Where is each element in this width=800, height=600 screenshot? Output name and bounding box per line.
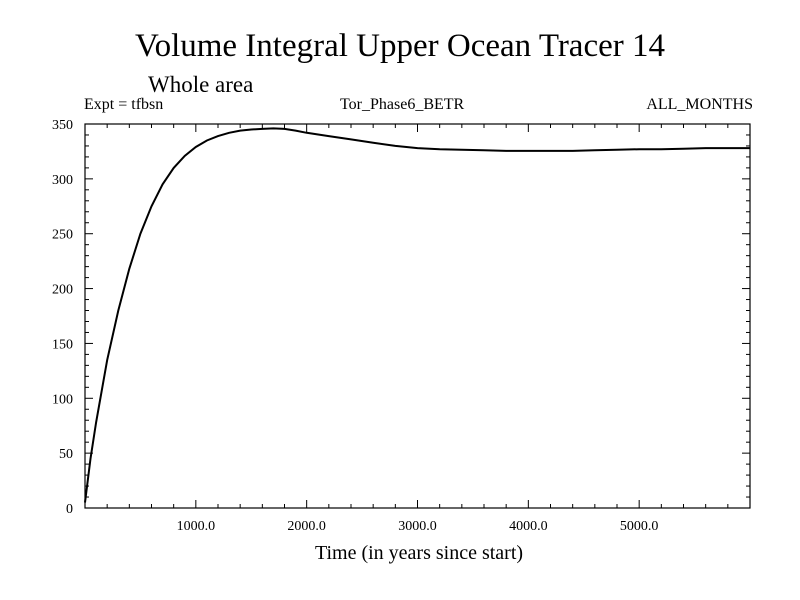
x-tick-label: 3000.0 <box>398 519 437 534</box>
y-tick-label: 150 <box>52 337 73 352</box>
x-tick-label: 5000.0 <box>620 519 659 534</box>
y-tick-label: 0 <box>66 502 73 517</box>
chart-subtitle: Whole area <box>148 72 254 97</box>
series-line <box>84 127 750 503</box>
x-tick-label: 1000.0 <box>177 519 216 534</box>
chart-title: Volume Integral Upper Ocean Tracer 14 <box>135 28 665 64</box>
months-label: ALL_MONTHS <box>646 96 753 113</box>
y-tick-label: 50 <box>59 447 73 462</box>
plot-frame <box>84 123 751 509</box>
y-tick-label: 200 <box>52 283 73 298</box>
y-tick-label: 100 <box>52 392 73 407</box>
y-tick-label: 300 <box>52 173 73 188</box>
x-axis: 1000.0 2000.0 3000.0 4000.0 5000.0 <box>106 124 729 534</box>
x-tick-label: 2000.0 <box>287 519 326 534</box>
experiment-label: Expt = tfbsn <box>84 96 164 113</box>
run-label: Tor_Phase6_BETR <box>340 96 465 113</box>
y-tick-label: 350 <box>52 118 73 133</box>
y-axis: 0 50 100 150 200 250 300 350 <box>52 118 750 517</box>
x-tick-label: 4000.0 <box>509 519 548 534</box>
y-tick-label: 250 <box>52 228 73 243</box>
x-axis-label: Time (in years since start) <box>314 542 524 564</box>
